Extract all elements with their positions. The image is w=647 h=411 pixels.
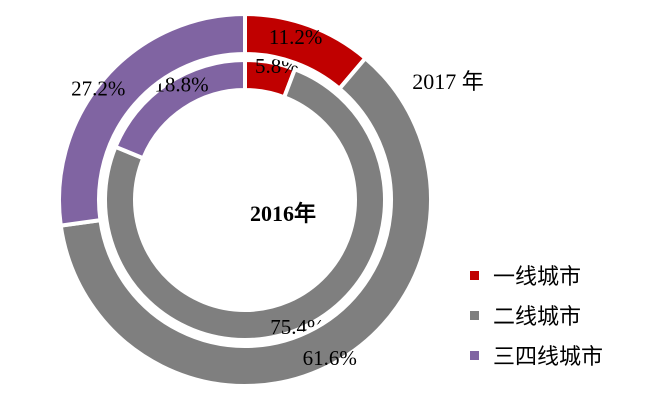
outer-ring-slice-3 — [57, 11, 247, 228]
legend-label-tier3: 三四线城市 — [493, 344, 604, 369]
legend-item-tier2: 二线城市 — [470, 295, 640, 335]
inner-ring-slice-2 — [103, 66, 387, 342]
legend: 一线城市 二线城市 三四线城市 — [470, 255, 640, 375]
legend-label-tier1: 一线城市 — [493, 264, 582, 289]
outer-ring-label-2: 61.6% — [303, 346, 357, 370]
legend-item-tier3: 三四线城市 — [470, 335, 640, 375]
inner-ring-slice-3 — [112, 57, 247, 161]
outer-ring-label-1: 11.2% — [269, 25, 322, 49]
outer-ring-slice-2 — [58, 55, 433, 388]
outer-series-name-label: 2017 年 — [412, 69, 484, 94]
outer-ring-label-3: 27.2% — [71, 76, 125, 100]
legend-swatch-tier2 — [470, 310, 479, 320]
legend-swatch-tier1 — [470, 270, 479, 280]
legend-swatch-tier3 — [470, 350, 479, 360]
inner-series-name-label: 2016年 — [250, 201, 316, 226]
legend-item-tier1: 一线城市 — [470, 255, 640, 295]
legend-label-tier2: 二线城市 — [493, 304, 582, 329]
